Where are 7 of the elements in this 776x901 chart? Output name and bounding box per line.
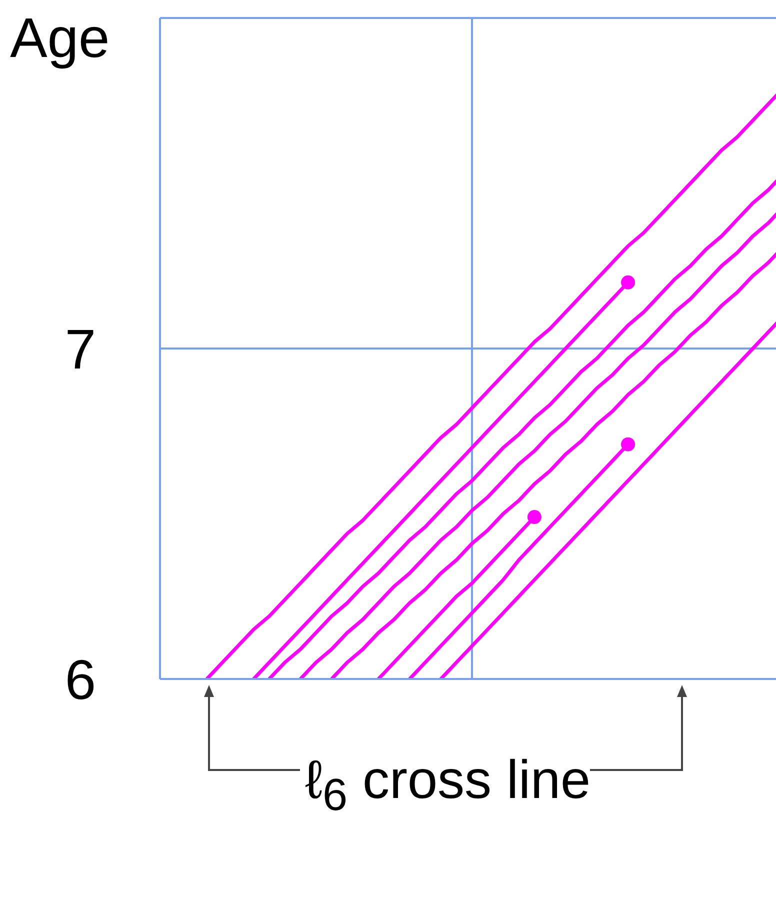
text: ℓ$_{6}$ cross line	[305, 749, 592, 822]
y-tick-label: 6	[64, 648, 96, 711]
point	[527, 510, 542, 524]
y-axis-title: Age	[10, 6, 110, 70]
y-tick-label: 7	[64, 317, 96, 380]
point	[621, 437, 635, 452]
point	[621, 275, 635, 290]
